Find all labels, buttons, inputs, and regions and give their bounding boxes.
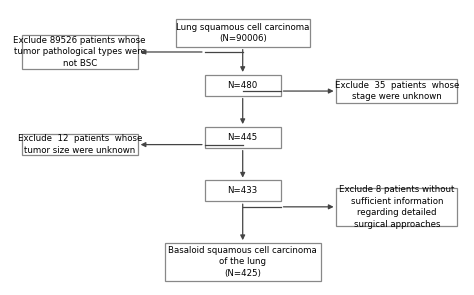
FancyBboxPatch shape xyxy=(337,188,457,226)
Text: Exclude  12  patients  whose
tumor size were unknown: Exclude 12 patients whose tumor size wer… xyxy=(18,135,142,155)
FancyBboxPatch shape xyxy=(205,127,281,148)
Text: N=480: N=480 xyxy=(228,81,258,90)
FancyBboxPatch shape xyxy=(164,243,321,281)
FancyBboxPatch shape xyxy=(22,135,138,155)
Text: Exclude 8 patients without
sufficient information
regarding detailed
surgical ap: Exclude 8 patients without sufficient in… xyxy=(339,185,455,229)
Text: N=433: N=433 xyxy=(228,186,258,195)
FancyBboxPatch shape xyxy=(205,181,281,201)
Text: N=445: N=445 xyxy=(228,133,258,142)
Text: Exclude 89526 patients whose
tumor pathological types were
not BSC: Exclude 89526 patients whose tumor patho… xyxy=(13,36,146,68)
Text: Basaloid squamous cell carcinoma
of the lung
(N=425): Basaloid squamous cell carcinoma of the … xyxy=(168,246,317,278)
Text: Lung squamous cell carcinoma
(N=90006): Lung squamous cell carcinoma (N=90006) xyxy=(176,23,310,43)
FancyBboxPatch shape xyxy=(205,75,281,96)
FancyBboxPatch shape xyxy=(22,35,138,69)
Text: Exclude  35  patients  whose
stage were unknown: Exclude 35 patients whose stage were unk… xyxy=(335,81,459,101)
FancyBboxPatch shape xyxy=(337,79,457,103)
FancyBboxPatch shape xyxy=(176,19,310,47)
